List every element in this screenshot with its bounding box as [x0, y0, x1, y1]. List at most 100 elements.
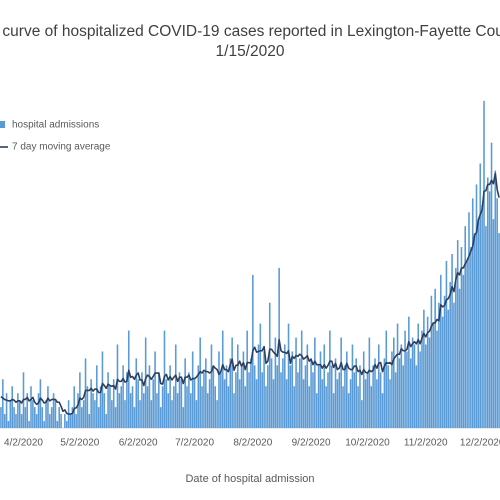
bar	[116, 344, 119, 428]
bar	[141, 372, 143, 428]
bar	[156, 393, 158, 428]
bar	[58, 407, 60, 428]
bar	[293, 386, 295, 428]
bar	[411, 337, 414, 428]
bar	[389, 379, 391, 428]
bar	[90, 379, 92, 428]
bar	[261, 372, 264, 428]
bar	[242, 351, 245, 428]
bar	[479, 163, 482, 428]
bar	[387, 365, 389, 428]
bar	[205, 358, 207, 428]
bar	[197, 365, 200, 428]
bar	[114, 407, 117, 428]
bar	[77, 393, 79, 428]
bar	[342, 386, 344, 428]
bar	[344, 365, 346, 428]
bar	[334, 358, 337, 428]
bar	[376, 379, 378, 428]
bar	[169, 365, 171, 428]
bar	[227, 386, 230, 428]
bar	[111, 400, 113, 428]
bar	[409, 358, 412, 428]
bar	[426, 316, 429, 428]
bar	[346, 351, 348, 428]
bar	[377, 344, 380, 428]
bar	[49, 414, 51, 428]
bar	[60, 414, 62, 428]
bar	[20, 414, 23, 428]
bar	[199, 337, 201, 428]
bar	[13, 407, 15, 428]
bar	[447, 309, 450, 428]
bar	[449, 281, 451, 428]
bar	[340, 337, 342, 428]
bar	[475, 184, 478, 428]
bar	[393, 337, 395, 428]
bar	[75, 414, 77, 428]
chart-title: Epidemic curve of hospitalized COVID-19 …	[0, 23, 500, 60]
bar	[265, 386, 267, 428]
bar	[471, 198, 474, 428]
bar	[45, 400, 47, 428]
bar	[362, 351, 365, 428]
bar	[32, 400, 34, 428]
bar	[408, 316, 410, 428]
bar	[180, 379, 183, 428]
bar	[353, 372, 356, 428]
x-tick-label: 8/2/2020	[233, 438, 272, 449]
bar	[94, 400, 96, 428]
bar	[86, 386, 89, 428]
bar	[280, 372, 282, 428]
bar	[223, 379, 226, 428]
bar	[268, 302, 271, 428]
bar	[173, 386, 175, 428]
bar	[124, 400, 126, 428]
bar	[126, 372, 128, 428]
bar	[182, 407, 185, 428]
bar	[404, 330, 406, 428]
bar	[248, 372, 250, 428]
bar	[496, 198, 498, 428]
bar	[206, 393, 209, 428]
bar	[188, 372, 190, 428]
bar	[259, 323, 262, 428]
bar	[193, 379, 196, 428]
bar	[127, 330, 130, 428]
bar	[203, 372, 205, 428]
bar	[485, 226, 487, 428]
bar	[306, 344, 309, 428]
bar	[26, 393, 29, 428]
bar	[285, 379, 288, 428]
bar	[37, 393, 40, 428]
bar	[3, 414, 6, 428]
bar	[361, 400, 363, 428]
bar	[11, 386, 14, 428]
bar	[458, 288, 461, 428]
bar	[310, 358, 312, 428]
bar	[368, 337, 371, 428]
bar	[99, 386, 102, 428]
bar	[229, 358, 232, 428]
bar	[372, 365, 374, 428]
bar	[295, 337, 297, 428]
bar	[52, 393, 55, 428]
bar	[80, 407, 83, 428]
bar	[131, 386, 134, 428]
bar	[28, 421, 30, 428]
bar	[462, 274, 465, 428]
bar	[438, 302, 440, 428]
bar	[214, 386, 217, 428]
bar	[250, 358, 252, 428]
bar	[97, 407, 100, 428]
bar	[47, 386, 49, 428]
bar	[327, 372, 329, 428]
bar	[347, 393, 350, 428]
bar	[312, 372, 314, 428]
bar	[253, 365, 256, 428]
bar	[176, 393, 179, 428]
bar	[379, 372, 382, 428]
bar	[195, 400, 198, 428]
bar	[39, 379, 42, 428]
bar	[82, 400, 85, 428]
